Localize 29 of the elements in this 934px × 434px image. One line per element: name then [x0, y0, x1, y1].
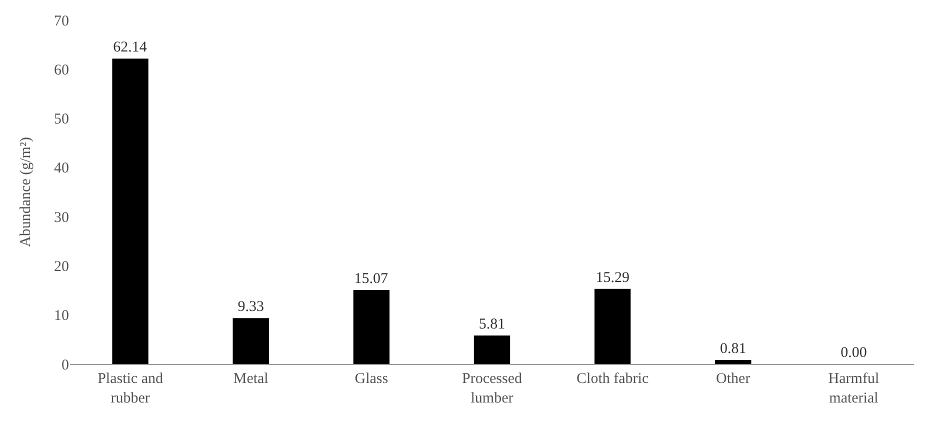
x-tick-label: Processed lumber	[462, 371, 522, 406]
y-tick-label: 50	[54, 112, 69, 128]
x-tick-label: Harmful material	[828, 371, 880, 406]
data-label: 15.07	[354, 270, 389, 287]
bar	[232, 318, 269, 364]
x-tick-label: Cloth fabric	[576, 371, 649, 387]
y-tick-label: 30	[54, 210, 69, 226]
x-tick-label: Metal	[233, 371, 268, 387]
y-tick-label: 20	[54, 258, 69, 275]
y-tick-label: 70	[54, 13, 69, 30]
y-tick-label: 0	[62, 357, 69, 374]
x-tick-label: Plastic and rubber	[98, 371, 164, 406]
bar	[353, 290, 390, 364]
data-label: 9.33	[238, 299, 264, 316]
y-tick-label: 40	[54, 160, 69, 177]
bar	[474, 335, 510, 364]
data-label: 15.29	[596, 270, 630, 286]
data-label: 0.81	[720, 341, 746, 358]
y-tick-label: 10	[54, 308, 69, 324]
y-tick-label: 60	[54, 62, 69, 78]
x-tick-label: Other	[716, 371, 750, 387]
data-label: 62.14	[113, 40, 148, 56]
bar	[715, 360, 752, 364]
bar	[594, 288, 631, 364]
data-label: 0.00	[840, 345, 867, 361]
x-tick-label: Glass	[354, 371, 388, 387]
data-label: 5.81	[478, 316, 506, 332]
bar	[112, 58, 148, 364]
y-axis-title: Abundance (g/m²)	[18, 137, 34, 247]
